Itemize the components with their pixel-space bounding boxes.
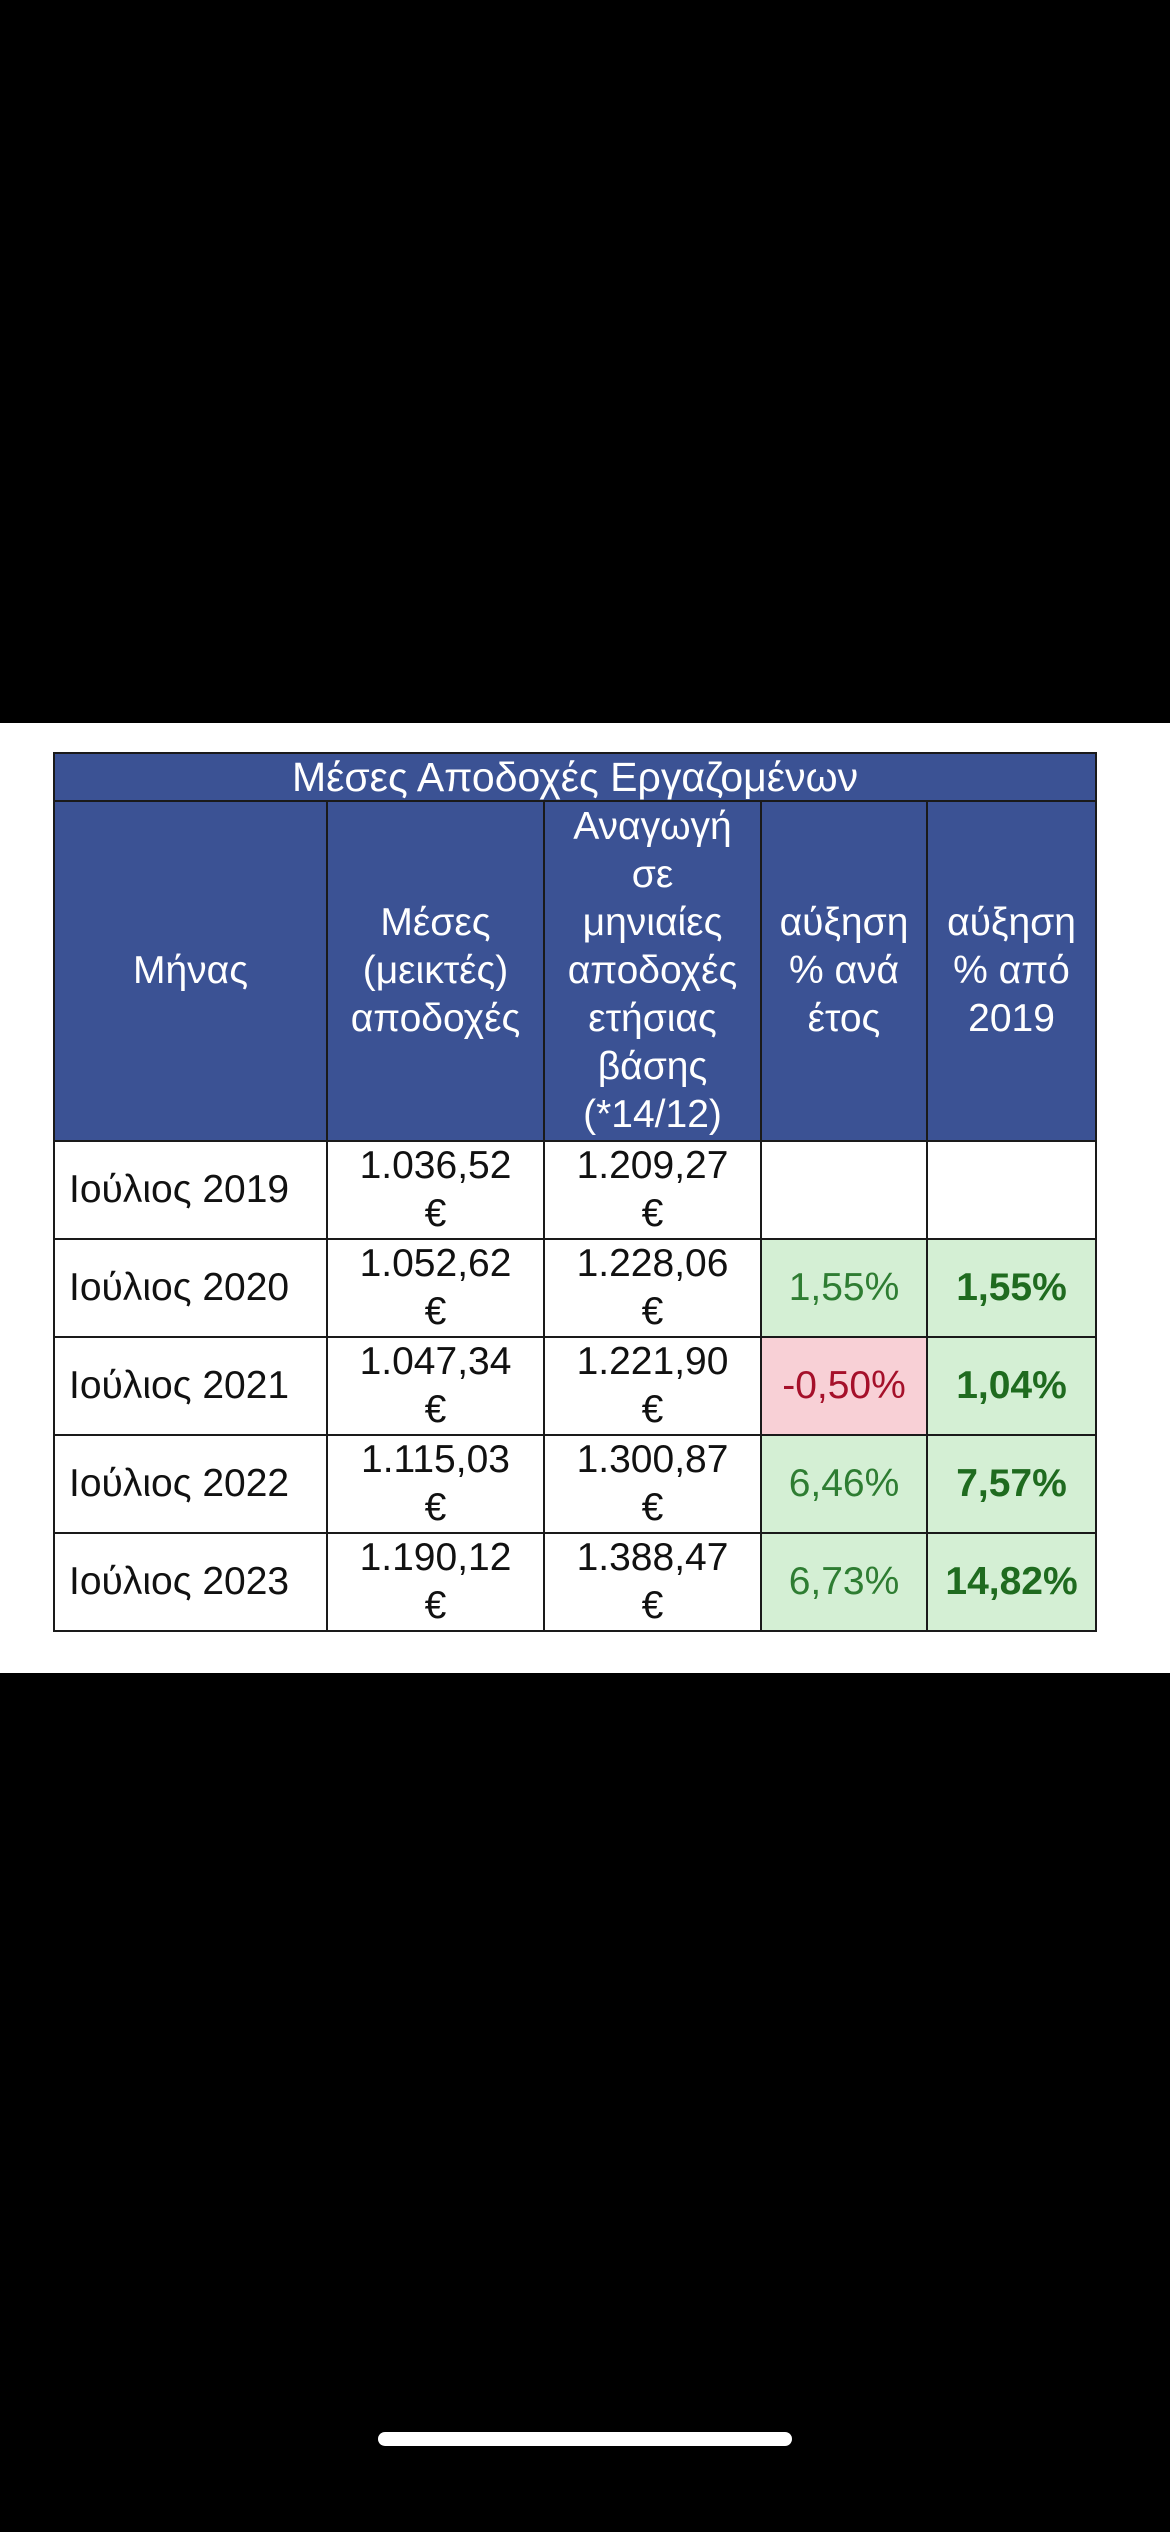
amount-value: 1.209,27 [576,1144,729,1187]
monthly-annual-cell: 1.221,90 € [543,1336,762,1436]
currency-symbol: € [641,1192,664,1235]
month-cell: Ιούλιος 2022 [53,1434,328,1534]
currency-symbol: € [424,1584,447,1627]
yoy-cell: 6,73% [760,1532,928,1632]
header-line: βάσης [597,1045,708,1088]
table-row: Ιούλιος 2019 1.036,52 € 1.209,27 € [53,1140,1098,1240]
currency-symbol: € [641,1388,664,1431]
header-line: Αναγωγή [573,805,732,848]
header-line: % ανά [788,949,900,992]
avg-gross-cell: 1.052,62 € [326,1238,545,1338]
header-month-label: Μήνας [132,949,249,992]
table-title: Μέσες Αποδοχές Εργαζομένων [52,752,1098,802]
currency-symbol: € [424,1192,447,1235]
monthly-annual-cell: 1.388,47 € [543,1532,762,1632]
monthly-annual-cell: 1.209,27 € [543,1140,762,1240]
monthly-annual-cell: 1.228,06 € [543,1238,762,1338]
header-line: σε [631,853,674,896]
amount-value: 1.036,52 [359,1144,512,1187]
avg-gross-cell: 1.036,52 € [326,1140,545,1240]
amount-value: 1.388,47 [576,1536,729,1579]
table-row: Ιούλιος 2021 1.047,34 € 1.221,90 € -0,50… [53,1336,1098,1436]
header-line: μηνιαίες [582,901,723,944]
header-line: 2019 [968,997,1055,1040]
month-cell: Ιούλιος 2023 [53,1532,328,1632]
yoy-cell [760,1140,928,1240]
header-line: ετήσιας [588,997,717,1040]
header-avg-gross: Μέσες (μεικτές) αποδοχές [326,800,545,1142]
home-indicator[interactable] [378,2432,792,2446]
avg-gross-cell: 1.190,12 € [326,1532,545,1632]
header-line: % από [953,949,1070,992]
yoy-cell: 6,46% [760,1434,928,1534]
yoy-cell: 1,55% [760,1238,928,1338]
amount-value: 1.221,90 [576,1340,729,1383]
currency-symbol: € [641,1290,664,1333]
month-cell: Ιούλιος 2021 [53,1336,328,1436]
amount-value: 1.115,03 [361,1438,510,1481]
avg-gross-cell: 1.047,34 € [326,1336,545,1436]
table-row: Ιούλιος 2020 1.052,62 € 1.228,06 € 1,55%… [53,1238,1098,1338]
currency-symbol: € [641,1584,664,1627]
since-2019-cell: 7,57% [925,1434,1098,1534]
header-line: αύξηση [779,901,909,944]
header-line: αύξηση [947,901,1076,944]
amount-value: 1.300,87 [576,1438,729,1481]
header-line: (μεικτές) [362,949,509,992]
header-since-2019: αύξηση % από 2019 [925,800,1098,1142]
month-cell: Ιούλιος 2019 [53,1140,328,1240]
amount-value: 1.190,12 [359,1536,512,1579]
header-line: έτος [807,997,881,1040]
table-row: Ιούλιος 2022 1.115,03 € 1.300,87 € 6,46%… [53,1434,1098,1534]
month-cell: Ιούλιος 2020 [53,1238,328,1338]
amount-value: 1.228,06 [576,1242,729,1285]
yoy-cell: -0,50% [760,1336,928,1436]
since-2019-cell: 14,82% [925,1532,1098,1632]
header-line: (*14/12) [583,1093,722,1136]
avg-gross-cell: 1.115,03 € [326,1434,545,1534]
header-monthly-annual: Αναγωγή σε μηνιαίες αποδοχές ετήσιας βάσ… [543,800,762,1142]
table-row: Ιούλιος 2023 1.190,12 € 1.388,47 € 6,73%… [53,1532,1098,1632]
header-line: Μέσες [380,901,491,944]
currency-symbol: € [424,1388,447,1431]
header-yoy: αύξηση % ανά έτος [760,800,928,1142]
currency-symbol: € [424,1290,447,1333]
wages-table: Μέσες Αποδοχές Εργαζομένων Μήνας Μέσες (… [52,752,1098,1632]
header-month: Μήνας [53,800,328,1142]
currency-symbol: € [424,1486,447,1529]
header-line: αποδοχές [567,949,738,992]
amount-value: 1.047,34 [359,1340,512,1383]
currency-symbol: € [641,1486,664,1529]
amount-value: 1.052,62 [359,1242,512,1285]
monthly-annual-cell: 1.300,87 € [543,1434,762,1534]
header-line: αποδοχές [350,997,521,1040]
since-2019-cell [925,1140,1098,1240]
since-2019-cell: 1,04% [925,1336,1098,1436]
since-2019-cell: 1,55% [925,1238,1098,1338]
